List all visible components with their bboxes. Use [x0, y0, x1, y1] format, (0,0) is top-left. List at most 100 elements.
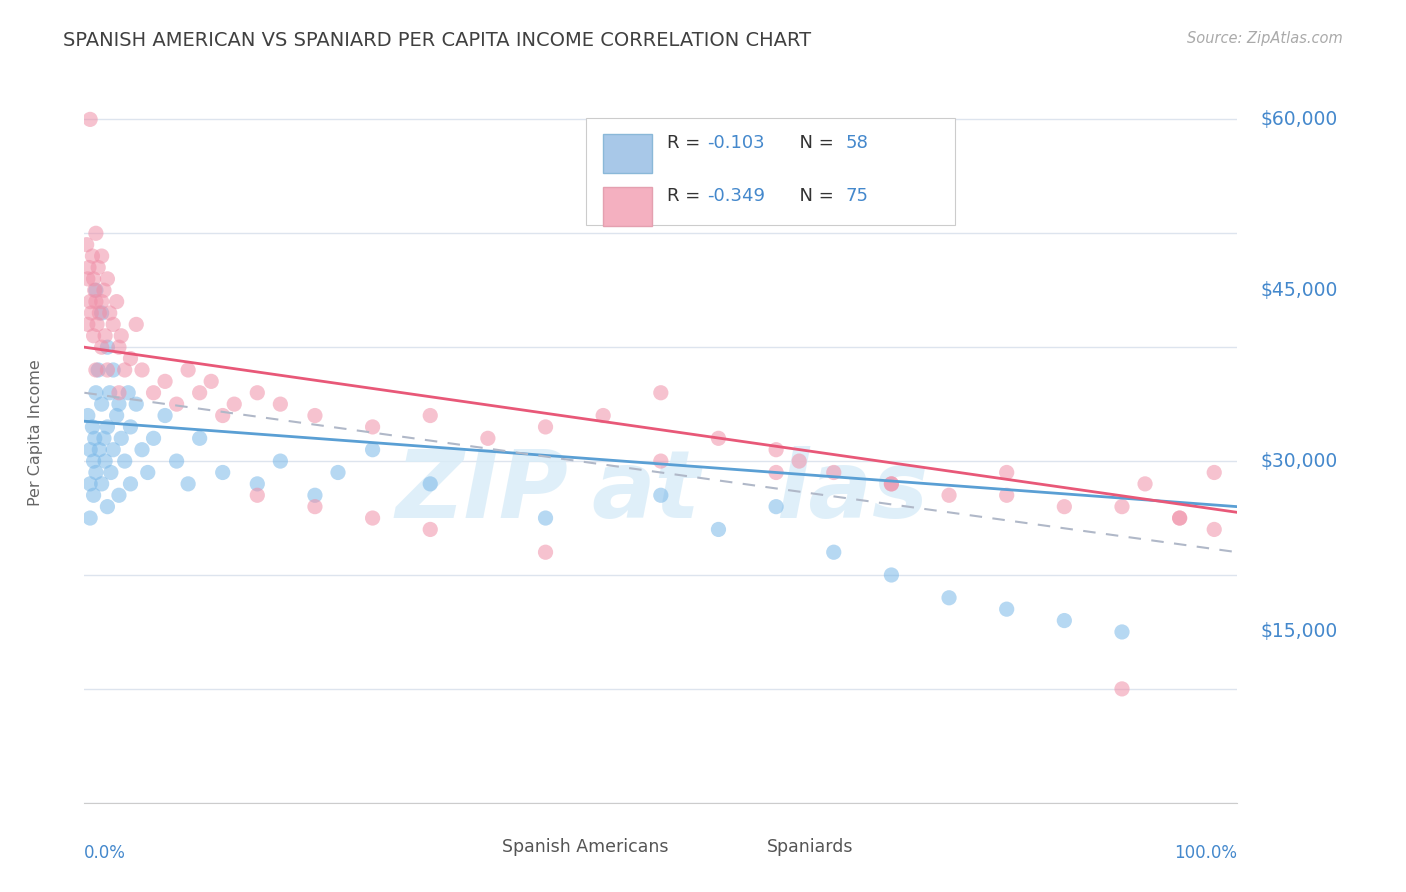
Point	[79, 476, 101, 491]
Text: N =: N =	[787, 186, 839, 204]
Text: ZIP: ZIP	[395, 446, 568, 538]
Point	[823, 545, 845, 559]
FancyBboxPatch shape	[728, 836, 756, 859]
Point	[361, 420, 384, 434]
Point	[82, 249, 104, 263]
Point	[83, 328, 105, 343]
Point	[79, 112, 101, 127]
Point	[82, 420, 104, 434]
Point	[117, 385, 139, 400]
Point	[83, 488, 105, 502]
Point	[76, 409, 98, 423]
Point	[765, 442, 787, 457]
Point	[125, 397, 148, 411]
Point	[114, 363, 136, 377]
Text: -0.103: -0.103	[707, 134, 765, 152]
Text: 0.0%: 0.0%	[84, 844, 127, 862]
Point	[114, 454, 136, 468]
Point	[995, 602, 1018, 616]
Point	[166, 454, 188, 468]
Point	[94, 454, 117, 468]
Point	[108, 340, 131, 354]
Point	[1111, 500, 1133, 514]
Point	[90, 249, 112, 263]
Point	[419, 409, 441, 423]
Point	[90, 306, 112, 320]
Point	[211, 466, 233, 480]
Point	[84, 363, 107, 377]
Point	[89, 442, 111, 457]
Point	[96, 272, 118, 286]
Point	[120, 420, 142, 434]
Point	[592, 409, 614, 423]
Point	[83, 283, 105, 297]
Point	[1204, 466, 1226, 480]
Text: Source: ZipAtlas.com: Source: ZipAtlas.com	[1187, 31, 1343, 46]
Text: 100.0%: 100.0%	[1174, 844, 1237, 862]
Point	[142, 385, 165, 400]
FancyBboxPatch shape	[586, 118, 955, 226]
Point	[269, 397, 291, 411]
Point	[787, 454, 810, 468]
Point	[80, 306, 103, 320]
FancyBboxPatch shape	[603, 135, 651, 173]
Point	[650, 454, 672, 468]
Point	[707, 431, 730, 445]
Point	[84, 227, 107, 241]
Point	[1111, 624, 1133, 639]
Point	[361, 511, 384, 525]
Point	[823, 466, 845, 480]
Point	[224, 397, 246, 411]
Point	[304, 409, 326, 423]
Point	[89, 306, 111, 320]
Point	[93, 431, 115, 445]
Point	[83, 454, 105, 468]
Point	[90, 397, 112, 411]
Text: 75: 75	[845, 186, 869, 204]
Point	[94, 328, 117, 343]
Point	[326, 466, 349, 480]
Point	[77, 260, 100, 275]
Point	[108, 397, 131, 411]
Point	[1053, 500, 1076, 514]
Point	[995, 488, 1018, 502]
Point	[269, 454, 291, 468]
Point	[650, 488, 672, 502]
Point	[304, 488, 326, 502]
Text: R =: R =	[666, 134, 706, 152]
Point	[86, 318, 108, 332]
Point	[1168, 511, 1191, 525]
Point	[79, 294, 101, 309]
Text: N =: N =	[787, 134, 839, 152]
Point	[880, 476, 903, 491]
Text: R =: R =	[666, 186, 706, 204]
Point	[419, 476, 441, 491]
Point	[1204, 523, 1226, 537]
Point	[79, 442, 101, 457]
Point	[83, 431, 105, 445]
Point	[96, 420, 118, 434]
Point	[125, 318, 148, 332]
Point	[765, 500, 787, 514]
Point	[765, 466, 787, 480]
Text: -0.349: -0.349	[707, 186, 765, 204]
Text: at: at	[592, 446, 700, 538]
Point	[142, 431, 165, 445]
Point	[246, 385, 269, 400]
Point	[96, 363, 118, 377]
Point	[103, 442, 124, 457]
Point	[131, 363, 153, 377]
Point	[938, 591, 960, 605]
Point	[246, 476, 269, 491]
Point	[200, 375, 222, 389]
Text: Spaniards: Spaniards	[766, 838, 853, 856]
Text: SPANISH AMERICAN VS SPANIARD PER CAPITA INCOME CORRELATION CHART: SPANISH AMERICAN VS SPANIARD PER CAPITA …	[63, 31, 811, 50]
Text: Spanish Americans: Spanish Americans	[502, 838, 668, 856]
Point	[108, 488, 131, 502]
Point	[650, 385, 672, 400]
Text: $45,000: $45,000	[1260, 281, 1337, 300]
Point	[87, 363, 110, 377]
Point	[93, 283, 115, 297]
Point	[153, 409, 176, 423]
Point	[153, 375, 176, 389]
